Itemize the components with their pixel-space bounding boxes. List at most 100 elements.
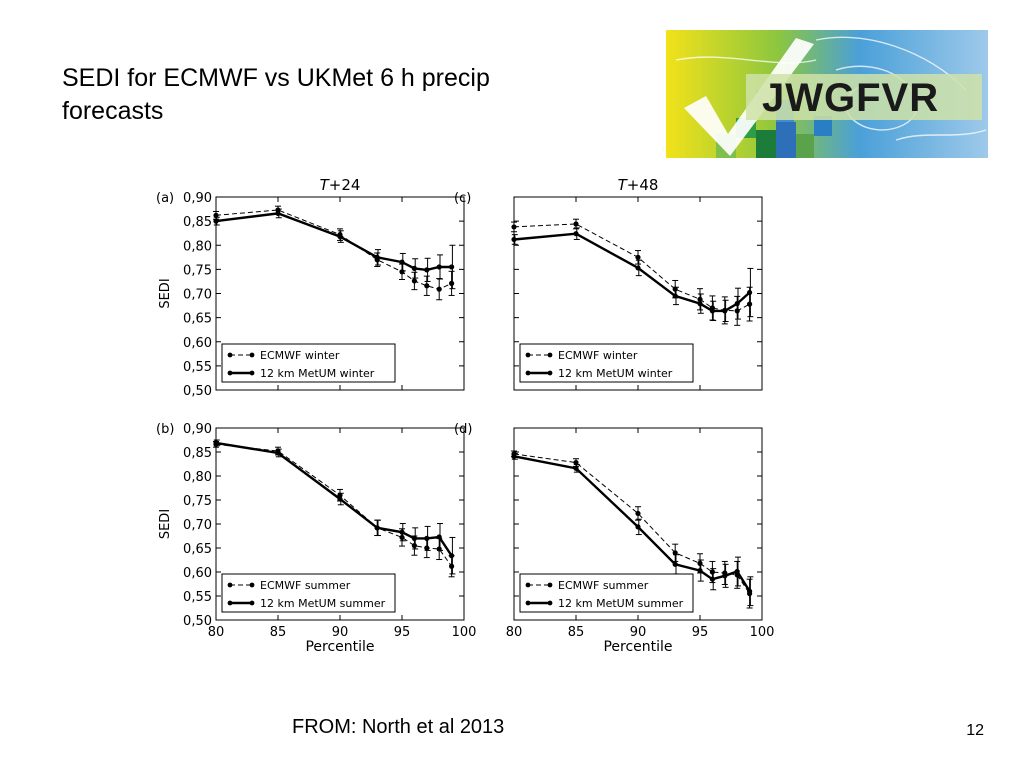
- data-point: [449, 280, 455, 286]
- legend-swatch-point: [547, 352, 553, 358]
- legend-swatch-point: [249, 582, 255, 588]
- y-axis-label: SEDI: [158, 278, 173, 308]
- data-point: [573, 459, 579, 466]
- x-tick-label: 90: [332, 625, 349, 640]
- x-axis-label: Percentile: [305, 639, 374, 655]
- y-tick-label: 0,50: [183, 384, 212, 399]
- series-line: [215, 443, 453, 567]
- legend-swatch-point: [227, 352, 233, 358]
- legend-swatch-point: [227, 600, 233, 606]
- chart-panel-2: (b) 0,900,850,800,750,700,650,600,550,508…: [156, 422, 476, 655]
- y-tick-label: 0,55: [183, 360, 212, 375]
- legend-swatch-point: [227, 370, 233, 376]
- legend-label: 12 km MetUM summer: [558, 597, 684, 610]
- panel-title-italic: T: [618, 176, 629, 194]
- x-tick-label: 100: [452, 625, 477, 640]
- legend: ECMWF winter 12 km MetUM winter: [519, 343, 694, 383]
- data-point: [424, 283, 430, 289]
- data-point: [697, 301, 703, 307]
- y-tick-label: 0,85: [183, 446, 212, 461]
- legend-swatch-point: [525, 352, 531, 358]
- y-tick-label: 0,75: [183, 263, 212, 278]
- x-tick-label: 85: [270, 625, 287, 640]
- slide-title-line-1: SEDI for ECMWF vs UKMet 6 h precip: [62, 64, 490, 92]
- slide-title: SEDI for ECMWF vs UKMet 6 h precip forec…: [62, 62, 622, 128]
- data-point: [635, 524, 641, 530]
- x-tick-label: 80: [208, 625, 225, 640]
- y-tick-label: 0,85: [183, 215, 212, 230]
- data-point: [734, 308, 740, 314]
- data-point: [424, 267, 430, 273]
- legend-label: ECMWF summer: [558, 579, 649, 592]
- data-point: [511, 236, 517, 243]
- legend-swatch-point: [525, 370, 531, 376]
- data-point: [709, 576, 716, 582]
- data-point: [672, 550, 678, 556]
- data-point: [337, 496, 343, 502]
- x-axis-label: Percentile: [603, 639, 672, 655]
- data-point: [411, 543, 417, 549]
- data-point: [573, 231, 579, 237]
- data-point: [399, 534, 405, 541]
- y-tick-label: 0,70: [183, 288, 212, 303]
- x-tick-label: 95: [692, 625, 709, 640]
- data-point: [635, 265, 641, 271]
- data-point: [511, 224, 517, 230]
- data-point: [449, 264, 455, 270]
- panel-label: (a): [156, 191, 174, 206]
- legend-label: ECMWF summer: [260, 579, 351, 592]
- legend: ECMWF summer 12 km MetUM summer: [221, 573, 396, 613]
- data-point: [511, 453, 517, 459]
- x-tick-label: 85: [568, 625, 585, 640]
- data-point: [709, 308, 716, 314]
- data-point: [374, 525, 380, 531]
- legend-swatch-point: [227, 582, 233, 588]
- data-point: [411, 265, 417, 272]
- x-tick-label: 80: [506, 625, 523, 640]
- legend: ECMWF summer 12 km MetUM summer: [519, 573, 694, 613]
- data-point: [213, 218, 219, 224]
- legend-swatch-point: [525, 600, 531, 606]
- panel-label: (d): [454, 422, 472, 437]
- series-metum: [511, 452, 754, 607]
- series-line: [513, 453, 751, 594]
- legend-box: [519, 343, 694, 383]
- data-point: [213, 440, 219, 446]
- panel-label: (b): [156, 422, 174, 437]
- chart-panel-0: (a) T+24 0,90 0,85 0,80 0,75 0,70 0,65 0,60 0,55 0…: [156, 176, 465, 399]
- y-tick-label: 0,90: [183, 191, 212, 206]
- data-point: [722, 573, 728, 579]
- legend-swatch-point: [547, 600, 553, 606]
- y-tick-label: 0,65: [183, 542, 212, 557]
- logo-checkmark: [684, 38, 814, 156]
- y-tick-label: 0,80: [183, 470, 212, 485]
- y-tick-label: 0,65: [183, 312, 212, 327]
- data-point: [573, 465, 579, 471]
- data-point: [436, 286, 442, 292]
- chart-panel-1: (c) T+48 ECMWF winter 12 km MetUM winter: [454, 176, 763, 391]
- panel-title-italic: T: [320, 176, 331, 194]
- y-tick-label: 0,70: [183, 518, 212, 533]
- legend-swatch-point: [249, 352, 255, 358]
- legend-swatch-point: [547, 582, 553, 588]
- source-citation: FROM: North et al 2013: [292, 716, 505, 738]
- y-tick-label: 0,60: [183, 566, 212, 581]
- data-point: [734, 301, 740, 307]
- panel-title-rest: +48: [627, 176, 659, 194]
- data-point: [697, 296, 703, 302]
- data-point: [411, 278, 417, 284]
- x-tick-label: 95: [394, 625, 411, 640]
- legend-label: 12 km MetUM winter: [558, 367, 673, 380]
- data-point: [747, 588, 753, 594]
- data-point: [709, 569, 716, 575]
- panel-title: T+24: [320, 176, 361, 194]
- y-tick-label: 0,80: [183, 239, 212, 254]
- y-tick-label: 0,50: [183, 614, 212, 629]
- y-axis-label: SEDI: [158, 509, 173, 539]
- y-tick-label: 0,75: [183, 494, 212, 509]
- legend-box: [519, 573, 694, 613]
- panel-title: T+48: [618, 176, 659, 194]
- legend-box: [221, 343, 396, 383]
- series-metum: [213, 208, 456, 290]
- sedi-figure: (a) T+24 0,90 0,85 0,80 0,75 0,70 0,65 0,60 0,55 0…: [156, 176, 774, 655]
